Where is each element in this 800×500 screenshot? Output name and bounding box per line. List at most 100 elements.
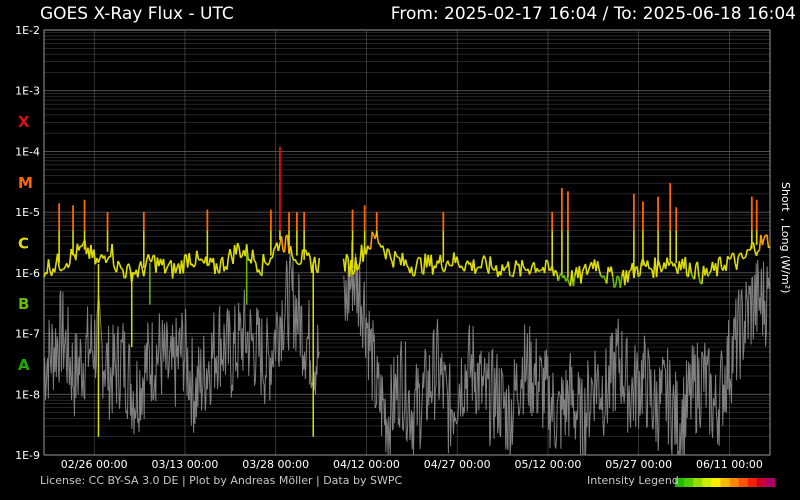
legend-swatch: [765, 478, 776, 487]
long-channel-segment: [637, 274, 641, 278]
long-channel-segment: [543, 259, 547, 274]
long-channel-segment: [255, 262, 259, 273]
long-channel-segment: [296, 262, 299, 265]
long-channel-segment: [392, 251, 396, 268]
x-tick-label: 03/13 00:00: [152, 458, 219, 471]
long-channel-segment: [616, 275, 620, 278]
long-channel-segment: [236, 242, 240, 248]
long-channel-segment: [596, 261, 600, 270]
long-channel-segment: [533, 262, 537, 273]
long-channel-segment: [200, 258, 204, 262]
long-channel-segment: [745, 249, 749, 257]
long-channel-segment: [120, 267, 123, 270]
long-channel-segment: [441, 266, 445, 272]
long-channel-segment: [68, 248, 72, 265]
flare-class-label: M: [18, 174, 33, 192]
long-channel-segment: [633, 267, 637, 279]
long-channel-segment: [389, 256, 393, 262]
long-channel-segment: [261, 253, 265, 276]
long-channel-segment: [419, 258, 423, 274]
long-channel-segment: [273, 246, 277, 250]
x-tick-label: 04/12 00:00: [333, 458, 400, 471]
long-channel-segment: [613, 284, 617, 289]
long-channel-segment: [277, 242, 281, 252]
long-channel-segment: [538, 269, 541, 273]
long-channel-segment: [344, 254, 348, 272]
long-channel-segment: [684, 256, 688, 276]
long-channel-segment: [313, 256, 318, 271]
long-channel-layer: [43, 146, 771, 437]
long-channel-segment: [725, 256, 729, 271]
long-channel-segment: [666, 257, 670, 266]
long-channel-segment: [167, 262, 171, 267]
long-channel-segment: [743, 256, 747, 259]
long-channel-segment: [698, 276, 702, 284]
long-channel-segment: [667, 262, 671, 267]
long-channel-segment: [143, 267, 147, 277]
long-channel-segment: [546, 261, 550, 271]
long-channel-segment: [444, 263, 448, 272]
long-channel-segment: [283, 235, 287, 253]
long-channel-segment: [410, 266, 414, 277]
plot-frame: [43, 29, 771, 456]
x-tick-label: 06/11 00:00: [696, 458, 763, 471]
legend-swatch: [729, 478, 740, 487]
long-channel-segment: [530, 264, 534, 271]
long-channel-segment: [504, 266, 508, 269]
long-channel-segment: [245, 244, 249, 261]
long-channel-segment: [614, 275, 618, 286]
legend-swatch: [684, 478, 694, 487]
legend-swatch: [747, 478, 758, 487]
legend-swatch: [711, 478, 721, 487]
long-channel-segment: [521, 260, 525, 267]
long-channel-segment: [174, 267, 178, 274]
y-tick-label: 1E-2: [15, 24, 40, 37]
axis-labels: 1E-9 1E-8 1E-7 1E-6 1E-5 1E-4 1E-3 1E-2 X M C B A 02/…: [15, 24, 763, 471]
long-channel-segment: [307, 252, 311, 259]
long-channel-segment: [80, 245, 83, 248]
long-channel-segment: [413, 266, 417, 276]
long-channel-segment: [512, 270, 516, 277]
long-channel-segment: [412, 274, 415, 278]
long-channel-segment: [406, 265, 410, 269]
long-channel-segment: [67, 263, 71, 269]
long-channel-segment: [660, 269, 664, 273]
y-tick-label: 1E-8: [15, 388, 40, 401]
long-channel-segment: [507, 261, 511, 276]
long-channel-segment: [253, 259, 257, 264]
long-channel-segment: [162, 258, 166, 274]
long-channel-segment: [646, 260, 650, 269]
long-channel-segment: [484, 259, 488, 270]
long-channel-segment: [696, 261, 700, 277]
long-channel-segment: [434, 260, 439, 269]
long-channel-segment: [271, 248, 275, 259]
long-channel-segment: [226, 256, 230, 270]
long-channel-segment: [280, 236, 284, 251]
long-channel-segment: [587, 265, 591, 271]
long-channel-segment: [354, 257, 358, 271]
long-channel-segment: [740, 252, 744, 259]
long-channel-segment: [416, 256, 420, 260]
long-channel-segment: [636, 266, 640, 278]
long-channel-segment: [382, 245, 386, 253]
long-channel-segment: [395, 254, 399, 258]
flare-class-label: X: [18, 113, 30, 131]
legend-swatch: [675, 478, 685, 487]
x-tick-label: 02/26 00:00: [61, 458, 128, 471]
long-channel-segment: [388, 249, 392, 258]
long-channel-segment: [491, 266, 494, 271]
legend-swatch: [702, 478, 712, 487]
flare-class-label: C: [18, 235, 29, 253]
long-channel-segment: [118, 263, 122, 269]
y-tick-label: 1E-7: [15, 328, 40, 341]
long-channel-segment: [475, 266, 479, 270]
long-channel-segment: [317, 258, 321, 273]
y-tick-label: 1E-9: [15, 449, 40, 462]
long-channel-segment: [584, 263, 588, 275]
long-channel-segment: [602, 275, 606, 280]
long-channel-segment: [716, 258, 720, 277]
short-channel-line: [43, 240, 770, 456]
long-channel-segment: [742, 257, 745, 260]
long-channel-segment: [605, 266, 609, 284]
